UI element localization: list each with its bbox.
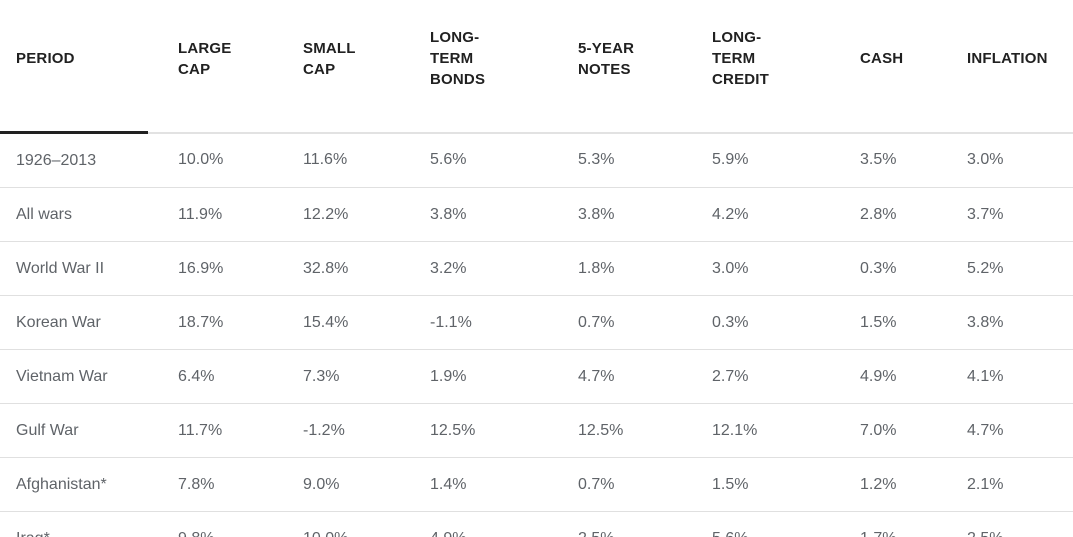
value-cell-inflation: 4.1% (937, 349, 1073, 404)
period-cell: All wars (0, 187, 148, 242)
column-header-large-cap: LARGE CAP (148, 0, 273, 134)
table-row: Gulf War 11.7% -1.2% 12.5% 12.5% 12.1% 7… (0, 403, 1073, 458)
value-cell-long-term-credit: 2.7% (682, 349, 830, 404)
value-cell-long-term-bonds: 3.2% (400, 241, 548, 296)
column-header-cash: CASH (830, 0, 937, 134)
value-cell-large-cap: 6.4% (148, 349, 273, 404)
column-header-period: PERIOD (0, 0, 148, 134)
period-cell: Vietnam War (0, 349, 148, 404)
table-row: Iraq* 9.8% 10.0% 4.9% 2.5% 5.6% 1.7% 2.5… (0, 512, 1073, 537)
period-cell: World War II (0, 241, 148, 296)
value-cell-long-term-bonds: 1.9% (400, 349, 548, 404)
column-header-small-cap: SMALL CAP (273, 0, 400, 134)
value-cell-cash: 1.2% (830, 457, 937, 512)
value-cell-small-cap: 15.4% (273, 295, 400, 350)
value-cell-long-term-bonds: 3.8% (400, 187, 548, 242)
value-cell-cash: 4.9% (830, 349, 937, 404)
value-cell-inflation: 5.2% (937, 241, 1073, 296)
table-row: World War II 16.9% 32.8% 3.2% 1.8% 3.0% … (0, 241, 1073, 296)
period-cell: Afghanistan* (0, 457, 148, 512)
value-cell-long-term-credit: 1.5% (682, 457, 830, 512)
value-cell-large-cap: 9.8% (148, 512, 273, 537)
value-cell-inflation: 2.5% (937, 512, 1073, 537)
value-cell-5-year-notes: 12.5% (548, 403, 682, 458)
value-cell-long-term-bonds: 1.4% (400, 457, 548, 512)
table-row: Vietnam War 6.4% 7.3% 1.9% 4.7% 2.7% 4.9… (0, 349, 1073, 404)
value-cell-5-year-notes: 0.7% (548, 457, 682, 512)
value-cell-long-term-credit: 4.2% (682, 187, 830, 242)
value-cell-5-year-notes: 0.7% (548, 295, 682, 350)
value-cell-long-term-credit: 3.0% (682, 241, 830, 296)
column-header-long-term-credit: LONG- TERM CREDIT (682, 0, 830, 134)
value-cell-5-year-notes: 4.7% (548, 349, 682, 404)
value-cell-long-term-bonds: 4.9% (400, 512, 548, 537)
period-cell: Iraq* (0, 512, 148, 537)
value-cell-cash: 0.3% (830, 241, 937, 296)
value-cell-long-term-bonds: -1.1% (400, 295, 548, 350)
value-cell-large-cap: 16.9% (148, 241, 273, 296)
value-cell-small-cap: 12.2% (273, 187, 400, 242)
value-cell-large-cap: 11.7% (148, 403, 273, 458)
value-cell-small-cap: 7.3% (273, 349, 400, 404)
value-cell-5-year-notes: 3.8% (548, 187, 682, 242)
value-cell-small-cap: 9.0% (273, 457, 400, 512)
column-header-long-term-bonds: LONG- TERM BONDS (400, 0, 548, 134)
column-header-inflation: INFLATION (937, 0, 1073, 134)
value-cell-large-cap: 18.7% (148, 295, 273, 350)
value-cell-inflation: 3.7% (937, 187, 1073, 242)
table-row: 1926–2013 10.0% 11.6% 5.6% 5.3% 5.9% 3.5… (0, 132, 1073, 188)
value-cell-cash: 7.0% (830, 403, 937, 458)
value-cell-cash: 1.7% (830, 512, 937, 537)
value-cell-small-cap: 10.0% (273, 512, 400, 537)
value-cell-5-year-notes: 5.3% (548, 132, 682, 188)
value-cell-long-term-bonds: 5.6% (400, 132, 548, 188)
period-cell: 1926–2013 (0, 132, 148, 188)
value-cell-long-term-credit: 5.9% (682, 132, 830, 188)
table-row: Afghanistan* 7.8% 9.0% 1.4% 0.7% 1.5% 1.… (0, 457, 1073, 512)
value-cell-large-cap: 7.8% (148, 457, 273, 512)
value-cell-long-term-bonds: 12.5% (400, 403, 548, 458)
table-row: Korean War 18.7% 15.4% -1.1% 0.7% 0.3% 1… (0, 295, 1073, 350)
value-cell-cash: 3.5% (830, 132, 937, 188)
value-cell-long-term-credit: 0.3% (682, 295, 830, 350)
value-cell-small-cap: -1.2% (273, 403, 400, 458)
value-cell-small-cap: 11.6% (273, 132, 400, 188)
value-cell-inflation: 3.0% (937, 132, 1073, 188)
value-cell-cash: 1.5% (830, 295, 937, 350)
period-cell: Korean War (0, 295, 148, 350)
value-cell-5-year-notes: 1.8% (548, 241, 682, 296)
value-cell-inflation: 3.8% (937, 295, 1073, 350)
value-cell-large-cap: 10.0% (148, 132, 273, 188)
value-cell-5-year-notes: 2.5% (548, 512, 682, 537)
value-cell-large-cap: 11.9% (148, 187, 273, 242)
value-cell-small-cap: 32.8% (273, 241, 400, 296)
header-row: PERIOD LARGE CAP SMALL CAP LONG- TERM BO… (0, 0, 1073, 134)
table-row: All wars 11.9% 12.2% 3.8% 3.8% 4.2% 2.8%… (0, 187, 1073, 242)
column-header-5-year-notes: 5-YEAR NOTES (548, 0, 682, 134)
value-cell-long-term-credit: 12.1% (682, 403, 830, 458)
period-cell: Gulf War (0, 403, 148, 458)
value-cell-cash: 2.8% (830, 187, 937, 242)
value-cell-long-term-credit: 5.6% (682, 512, 830, 537)
value-cell-inflation: 4.7% (937, 403, 1073, 458)
value-cell-inflation: 2.1% (937, 457, 1073, 512)
